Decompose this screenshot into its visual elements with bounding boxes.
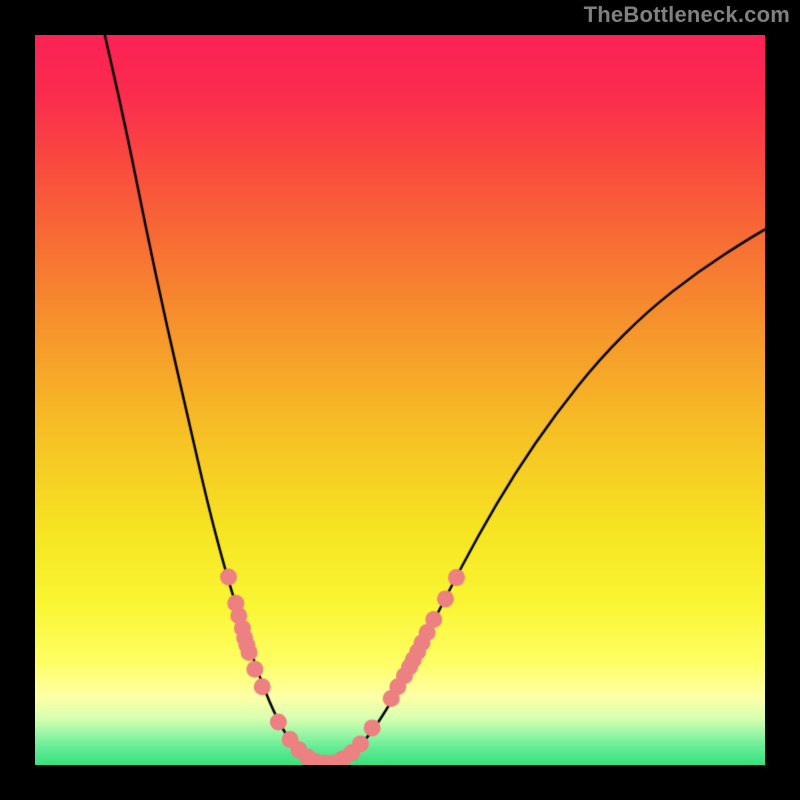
chart-stage: TheBottleneck.com — [0, 0, 800, 800]
bottleneck-v-curve-chart — [35, 33, 768, 766]
watermark-text: TheBottleneck.com — [584, 2, 790, 28]
